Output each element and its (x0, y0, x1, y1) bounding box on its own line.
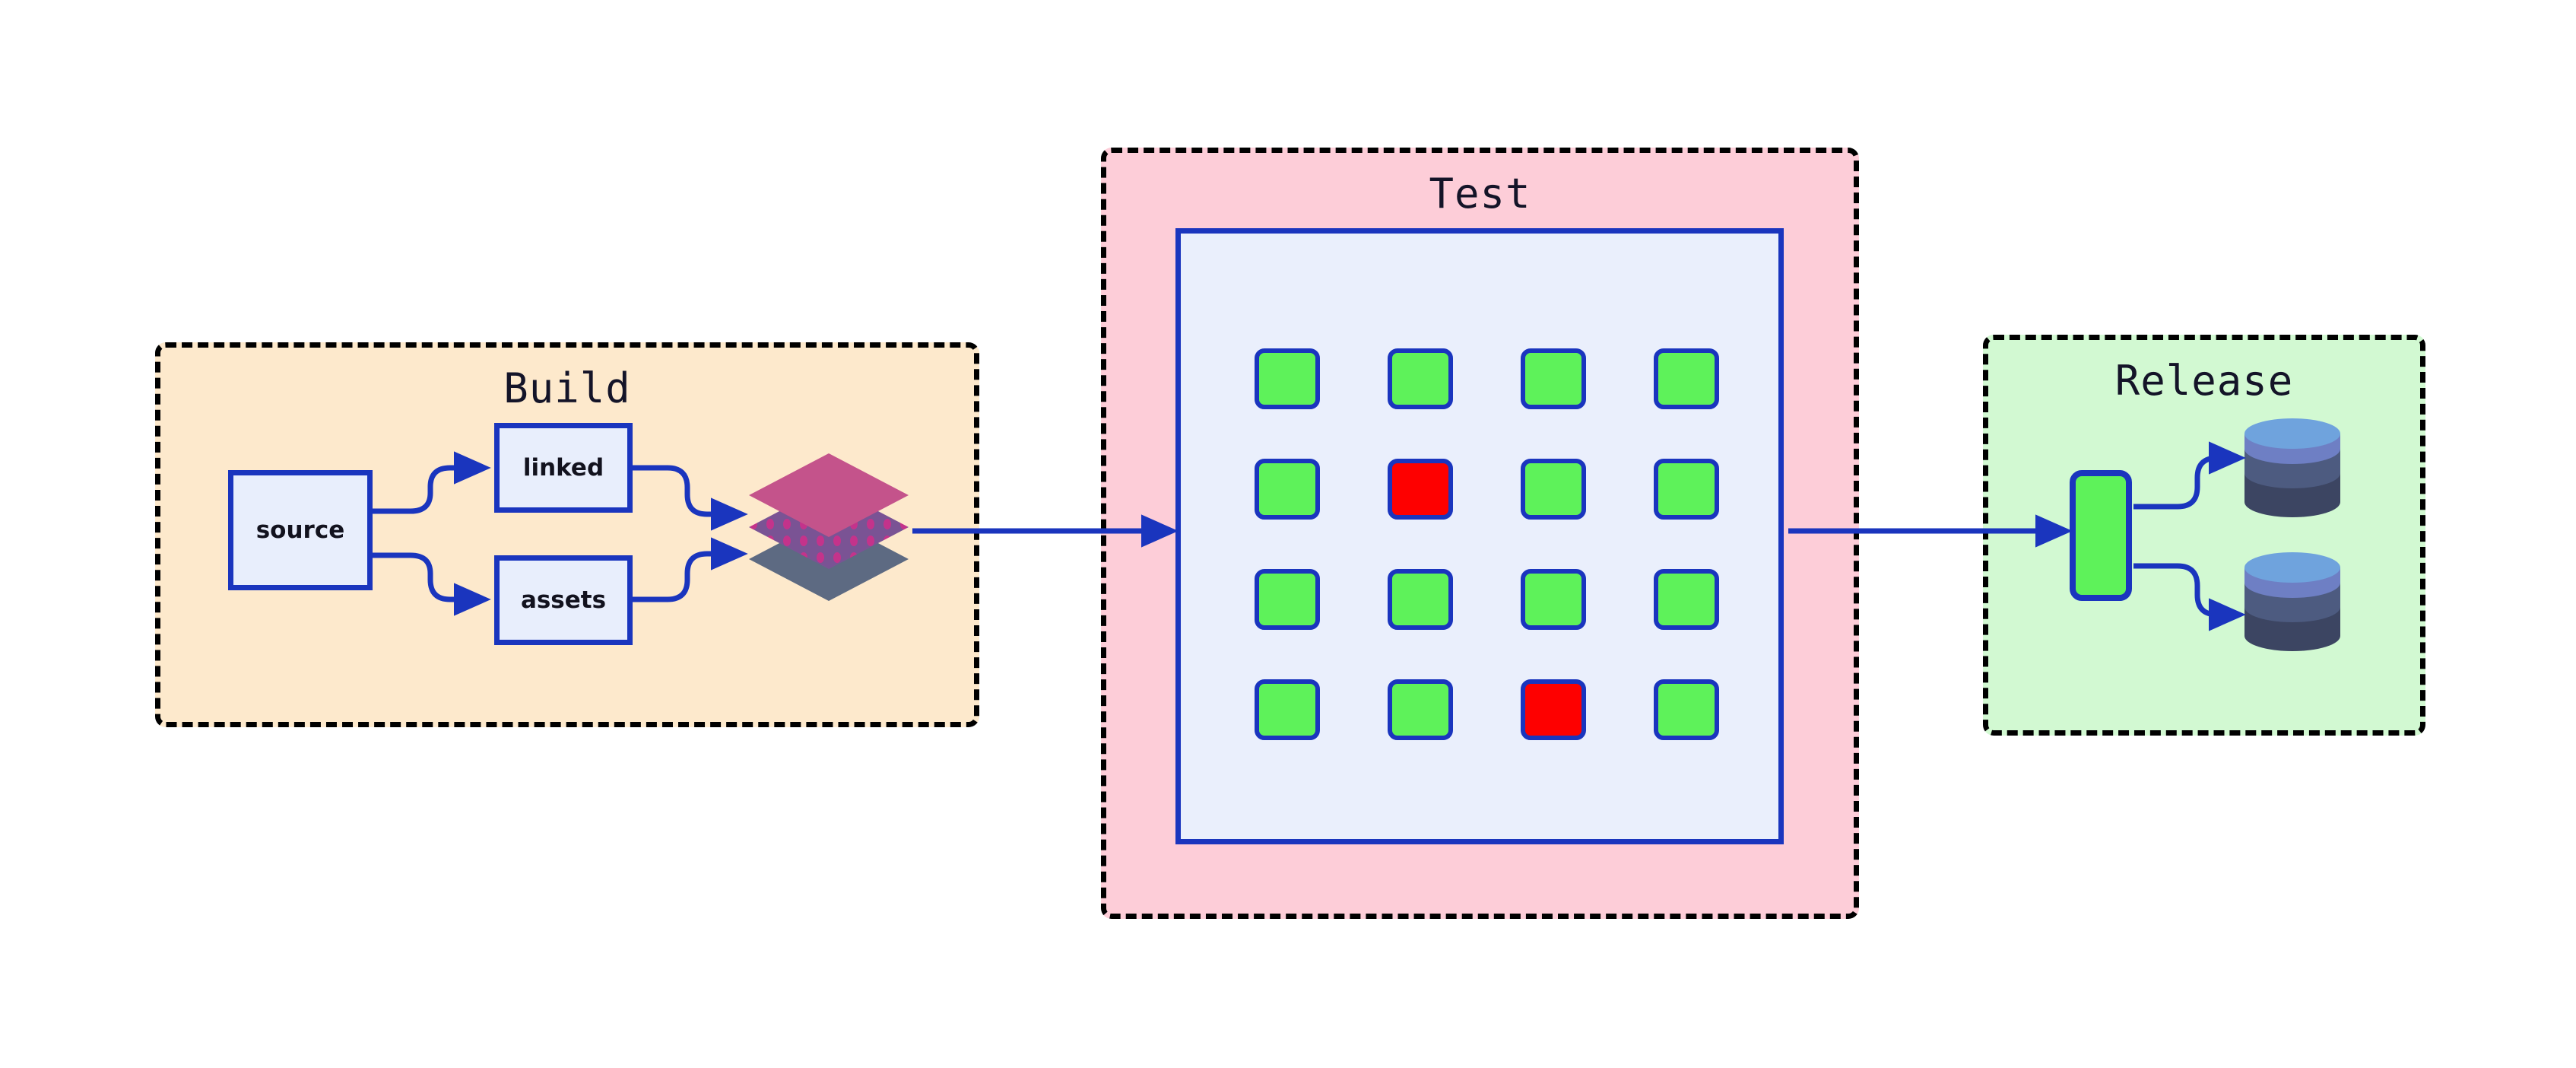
stage-build-title: Build (503, 364, 631, 412)
stage-release[interactable]: Release (1983, 335, 2425, 736)
test-result-pass[interactable] (1520, 348, 1586, 409)
test-result-pass[interactable] (1254, 458, 1320, 520)
test-result-pass[interactable] (1653, 458, 1719, 520)
test-result-pass[interactable] (1653, 568, 1719, 630)
node-source[interactable]: source (228, 470, 373, 590)
test-result-pass[interactable] (1653, 348, 1719, 409)
test-cell (1620, 654, 1753, 764)
test-result-pass[interactable] (1520, 458, 1586, 520)
node-linked[interactable]: linked (494, 423, 633, 513)
node-linked-label: linked (522, 454, 604, 482)
stage-test-title: Test (1429, 170, 1531, 218)
deploy-unit[interactable] (2070, 470, 2132, 601)
test-cell (1486, 434, 1620, 544)
test-cell (1486, 323, 1620, 434)
test-result-pass[interactable] (1387, 679, 1453, 740)
test-results-grid (1220, 323, 1753, 764)
node-assets[interactable]: assets (494, 555, 633, 645)
node-assets-label: assets (520, 586, 607, 614)
test-result-pass[interactable] (1387, 348, 1453, 409)
test-cell (1486, 654, 1620, 764)
test-result-pass[interactable] (1653, 679, 1719, 740)
node-source-label: source (255, 517, 345, 544)
test-result-fail[interactable] (1520, 679, 1586, 740)
test-cell (1220, 323, 1353, 434)
test-cell (1353, 323, 1486, 434)
test-result-pass[interactable] (1387, 568, 1453, 630)
layer-top (749, 453, 909, 537)
test-cell (1486, 544, 1620, 654)
test-cell (1353, 434, 1486, 544)
test-cell (1220, 654, 1353, 764)
test-cell (1353, 544, 1486, 654)
test-cell (1353, 654, 1486, 764)
test-result-fail[interactable] (1387, 458, 1453, 520)
test-results-panel (1175, 228, 1784, 844)
test-result-pass[interactable] (1520, 568, 1586, 630)
test-result-pass[interactable] (1254, 568, 1320, 630)
test-cell (1220, 544, 1353, 654)
layers-icon (745, 449, 912, 612)
stage-release-title: Release (2114, 357, 2294, 405)
test-cell (1620, 434, 1753, 544)
database-icon (2243, 546, 2342, 656)
test-result-pass[interactable] (1254, 679, 1320, 740)
database-icon (2243, 412, 2342, 523)
test-cell (1620, 544, 1753, 654)
test-cell (1220, 434, 1353, 544)
test-result-pass[interactable] (1254, 348, 1320, 409)
test-cell (1620, 323, 1753, 434)
